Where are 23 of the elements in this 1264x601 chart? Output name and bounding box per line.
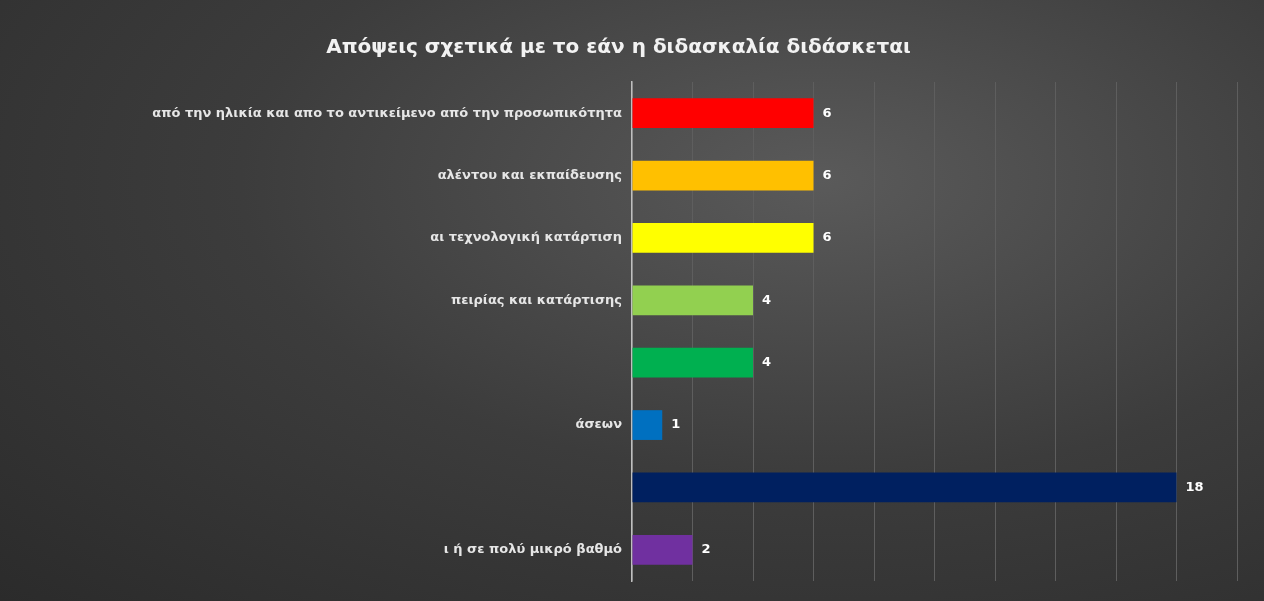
data-label: 1 (671, 416, 681, 432)
data-label: 4 (762, 354, 772, 370)
bar (632, 472, 1177, 503)
bar (632, 223, 814, 253)
y-tick-label: άσεων (575, 416, 623, 432)
bar (632, 534, 693, 565)
y-tick-label: ι ή σε πολύ μικρό βαθμό (443, 541, 623, 557)
y-tick-label: από την ηλικία και απο το αντικείμενο από την προσωπικότητα (152, 104, 623, 120)
bar (632, 285, 753, 316)
bar (632, 347, 753, 378)
data-label: 6 (822, 229, 832, 245)
y-tick-label: αι τεχνολογική κατάρτιση (430, 229, 622, 245)
bar (632, 160, 814, 191)
bar (632, 410, 663, 440)
y-tick-label: πειρίας και κατάρτισης (450, 291, 622, 307)
data-label: 4 (762, 291, 772, 307)
data-label: 6 (822, 166, 832, 182)
data-label: 2 (701, 541, 711, 557)
data-label: 6 (822, 104, 832, 120)
bar (632, 98, 814, 129)
data-label: 18 (1185, 478, 1204, 494)
y-tick-label: αλέντου και εκπαίδευσης (437, 166, 622, 182)
chart-title: Απόψεις σχετικά με το εάν η διδασκαλία διδάσκεται (326, 34, 911, 59)
